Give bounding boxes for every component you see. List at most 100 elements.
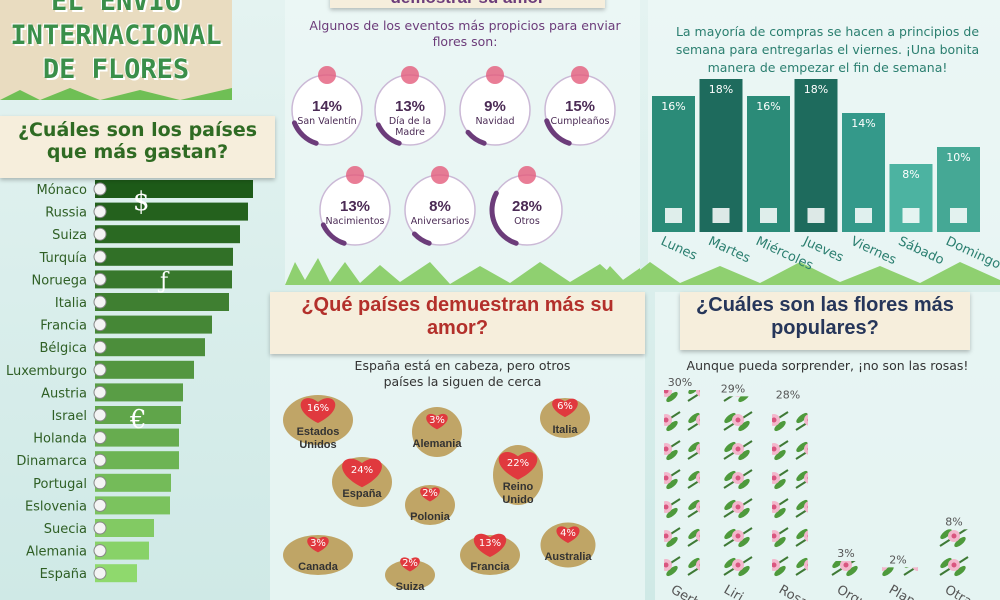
y-tick-label: Suecia [44, 522, 87, 537]
coin-icon [93, 272, 107, 286]
value-label: 8% [902, 168, 919, 181]
heart [556, 526, 580, 543]
bar [95, 247, 233, 266]
heart [400, 557, 420, 572]
y-tick-label: Luxemburgo [6, 364, 87, 379]
section-title: ¿Cuáles son los países que más gastan? [0, 116, 275, 178]
flower-column [772, 402, 808, 580]
coin-icon [93, 227, 107, 241]
heart [307, 536, 329, 553]
value-label: 16% [756, 100, 780, 113]
heart [552, 398, 578, 418]
y-tick-label: Holanda [33, 432, 87, 447]
coin-icon [93, 408, 107, 422]
country-label: Alemania [412, 438, 462, 450]
bar [95, 293, 229, 311]
flower-column [882, 567, 918, 580]
value-label: 8% [429, 198, 451, 215]
value-label: 28% [511, 198, 543, 215]
category-label: San Valentín [297, 116, 357, 127]
y-tick-label: Dinamarca [16, 454, 87, 469]
bar [95, 541, 149, 560]
calendar-icon [760, 208, 777, 223]
coin-icon [93, 295, 107, 309]
grass [595, 262, 1000, 285]
value-label: 3% [429, 415, 445, 426]
ring-arc [411, 231, 432, 246]
grass [285, 258, 640, 285]
bar [95, 202, 248, 221]
category-label: Nacimientos [325, 216, 385, 227]
section-subtitle: Aunque pueda sorprender, ¡no son las ros… [686, 358, 969, 373]
flower-column [717, 396, 753, 580]
value-label: 24% [351, 465, 373, 476]
country-label: Italia [552, 424, 578, 436]
value-label: 29% [721, 382, 745, 395]
bar [95, 496, 170, 515]
y-tick-label: Russia [45, 206, 87, 221]
y-tick-label: Francia [40, 319, 87, 334]
country-label: Suiza [395, 581, 425, 593]
bar [794, 79, 838, 232]
event-icon [486, 66, 504, 84]
currency-symbol: $ [133, 187, 150, 217]
coin-icon [93, 318, 107, 332]
bar [95, 473, 171, 492]
bar [699, 79, 743, 232]
country-shape [540, 398, 590, 438]
heart [420, 487, 440, 502]
coin-icon [93, 340, 107, 354]
value-label: 28% [776, 389, 800, 402]
header-title: INTERNACIONAL [10, 20, 222, 51]
section-subtitle: España está en cabeza, pero otros países… [354, 358, 571, 389]
country-label: Estados Unidos [296, 426, 340, 451]
value-label: 22% [507, 458, 529, 469]
country-shape [405, 485, 455, 525]
value-label: 13% [479, 538, 501, 549]
bar [95, 383, 183, 402]
section-title: ¿Cuáles son las flores más populares? [680, 292, 970, 350]
country-label: Canada [298, 561, 338, 573]
bar [95, 180, 253, 198]
country-shape [283, 535, 353, 575]
bar [95, 406, 181, 424]
y-tick-label: Italia [55, 296, 87, 311]
y-tick-label: Eslovenia [25, 499, 87, 514]
ring-arc [291, 120, 319, 146]
coin-icon [93, 521, 107, 535]
header-title: EL ENVIO [50, 0, 182, 17]
ring-arc [375, 122, 402, 146]
ring-arc [320, 222, 347, 246]
event-icon [318, 66, 336, 84]
value-label: 13% [394, 98, 426, 115]
section-title: demostrar su amor [330, 0, 605, 8]
coin-icon [93, 250, 107, 264]
value-label: 8% [945, 515, 962, 528]
coin-icon [93, 363, 107, 377]
grass [0, 88, 232, 100]
currency-symbol: ƒ [157, 269, 170, 294]
country-shape [385, 560, 435, 590]
value-label: 14% [311, 98, 343, 115]
calendar-icon [902, 208, 920, 223]
calendar-icon [665, 208, 682, 223]
ring-arc [465, 129, 487, 146]
category-label: Aniversarios [410, 216, 470, 227]
value-label: 15% [564, 98, 596, 115]
flower-column [830, 561, 866, 580]
y-tick-label: Mónaco [37, 183, 88, 198]
y-tick-label: Bélgica [39, 341, 87, 356]
y-tick-label: Suiza [52, 228, 87, 243]
country-label: España [342, 488, 382, 500]
heart [342, 458, 382, 488]
ring-arc [489, 190, 519, 246]
country-label: Francia [470, 561, 510, 573]
value-label: 30% [668, 376, 692, 389]
event-icon [571, 66, 589, 84]
y-tick-label: Israel [51, 409, 87, 424]
currency-symbol: € [129, 405, 147, 435]
value-label: 4% [560, 528, 576, 539]
heart [300, 398, 336, 423]
value-label: 6% [557, 401, 573, 412]
